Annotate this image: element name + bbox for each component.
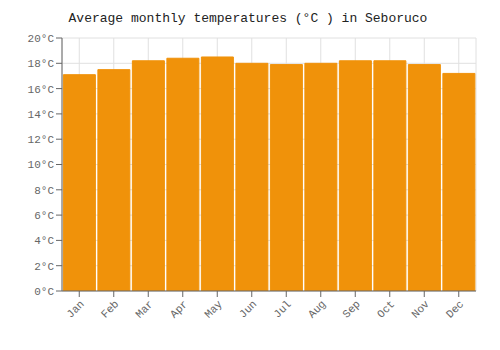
svg-text:Aug: Aug	[306, 298, 328, 320]
svg-text:14°C: 14°C	[28, 109, 55, 121]
svg-text:Mar: Mar	[133, 298, 155, 320]
svg-text:Dec: Dec	[444, 298, 466, 320]
svg-text:Sep: Sep	[340, 298, 362, 320]
svg-text:Feb: Feb	[99, 298, 121, 320]
svg-text:May: May	[202, 298, 225, 321]
svg-text:4°C: 4°C	[34, 235, 54, 247]
svg-text:Jun: Jun	[237, 298, 259, 320]
svg-text:18°C: 18°C	[28, 58, 55, 70]
svg-text:Nov: Nov	[409, 298, 432, 321]
html-text:Average monthly temperatures (: Average monthly temperatures (°C ) in Se…	[68, 11, 428, 26]
svg-text:Jan: Jan	[64, 298, 86, 320]
svg-text:12°C: 12°C	[28, 134, 55, 146]
svg-text:20°C: 20°C	[28, 33, 55, 45]
svg-text:Oct: Oct	[375, 298, 397, 320]
svg-text:6°C: 6°C	[34, 210, 54, 222]
svg-text:8°C: 8°C	[34, 185, 54, 197]
svg-text:16°C: 16°C	[28, 84, 55, 96]
svg-text:0°C: 0°C	[34, 286, 54, 298]
svg-text:Jul: Jul	[271, 298, 293, 320]
svg-text:Apr: Apr	[168, 298, 190, 320]
svg-text:10°C: 10°C	[28, 159, 55, 171]
svg-text:2°C: 2°C	[34, 261, 54, 273]
